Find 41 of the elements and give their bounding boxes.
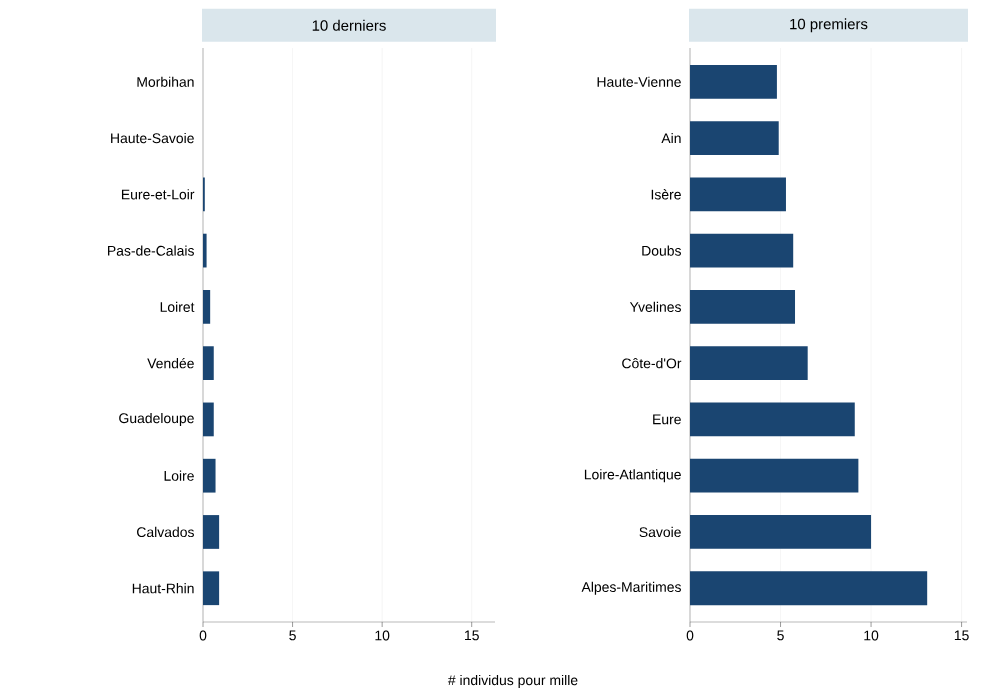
y-tick-label: Morbihan [137, 76, 194, 87]
bar [690, 571, 928, 606]
y-tick-label: Haute-Savoie [111, 132, 194, 144]
x-tick-label: 0 [686, 630, 694, 641]
x-tick-label: 10 [375, 630, 390, 641]
y-tick-label: Yvelines [629, 301, 681, 312]
bar [690, 346, 808, 381]
x-tick-label: 0 [199, 630, 207, 641]
y-tick-label: Côte-d'Or [622, 358, 682, 369]
y-tick-label: Loiret [160, 301, 195, 312]
y-tick-label: Loire [164, 470, 194, 481]
x-tick-label: 15 [465, 630, 479, 641]
y-tick-label: Loire-Atlantique [584, 469, 681, 483]
y-tick-label: Eure [653, 414, 681, 425]
x-tick-label: 5 [777, 630, 784, 641]
y-tick-label: Alpes-Maritimes [581, 581, 681, 595]
y-tick-label: Ain [661, 132, 681, 144]
x-tick-label: 15 [954, 630, 969, 641]
bar [690, 402, 855, 437]
x-axis-title: # individus pour mille [447, 674, 578, 688]
y-tick-label: Isère [651, 189, 681, 200]
y-tick-label: Savoie [639, 526, 681, 538]
chart-title: 10 derniers [312, 19, 386, 31]
bar [690, 121, 779, 155]
x-tick-label: 10 [864, 630, 879, 641]
y-tick-label: Calvados [137, 526, 194, 538]
y-tick-label: Guadeloupe [119, 412, 194, 426]
bar [690, 64, 777, 99]
chart-title: 10 premiers [790, 18, 868, 33]
bar [690, 515, 872, 549]
y-tick-label: Haute-Vienne [597, 76, 681, 87]
x-tick-label: 5 [289, 630, 296, 641]
bar [690, 233, 794, 268]
y-tick-label: Pas-de-Calais [108, 245, 194, 256]
bar [690, 177, 786, 212]
bar [690, 289, 796, 324]
y-tick-label: Haut-Rhin [132, 583, 194, 594]
y-tick-label: Doubs [642, 245, 681, 256]
y-tick-label: Vendée [147, 357, 194, 369]
bar [690, 458, 859, 493]
y-tick-label: Eure-et-Loir [121, 189, 195, 200]
